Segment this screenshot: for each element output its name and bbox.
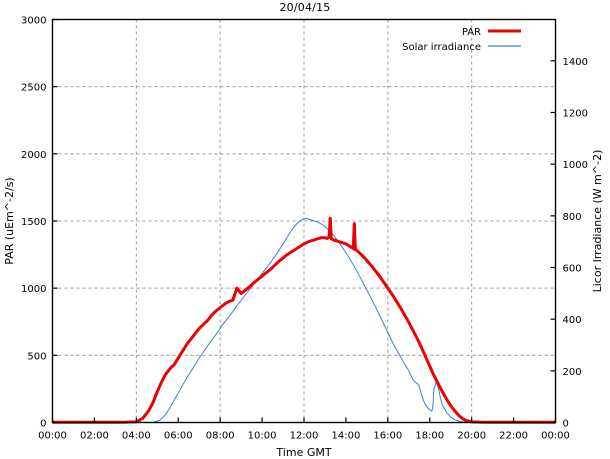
ytick-label-left: 500	[27, 351, 46, 362]
chart-title: 20/04/15	[279, 1, 331, 14]
xtick-label: 18:00	[415, 431, 444, 442]
xtick-label: 12:00	[290, 431, 319, 442]
series-group	[52, 216, 556, 424]
ytick-label-right: 400	[563, 315, 582, 326]
xtick-label: 08:00	[206, 431, 235, 442]
tick-marks	[51, 18, 557, 424]
xtick-label: 06:00	[164, 431, 193, 442]
ytick-label-left: 1500	[21, 217, 46, 228]
xtick-label: 22:00	[499, 431, 528, 442]
xtick-label: 16:00	[373, 431, 402, 442]
ytick-label-right: 1400	[563, 57, 588, 68]
xtick-label: 10:00	[248, 431, 277, 442]
y-axis-title-left: PAR (uEm^-2/s)	[3, 177, 16, 264]
axis-titles: Time GMT PAR (uEm^-2/s) Licor Irradiance (…	[3, 150, 604, 459]
x-axis-title: Time GMT	[275, 446, 331, 459]
ytick-label-right: 600	[563, 264, 582, 275]
ytick-label-right: 0	[563, 419, 569, 430]
ytick-label-left: 2000	[21, 150, 46, 161]
y-axis-title-right: Licor Irradiance (W m^-2)	[591, 150, 604, 293]
tick-labels: 00:00 02:00 04:00 06:00 08:00 10:00 12:00 14:00…	[21, 16, 588, 442]
xtick-label: 20:00	[457, 431, 486, 442]
series-line-par	[52, 216, 556, 424]
xtick-label: 00:00	[541, 431, 570, 442]
xtick-label: 02:00	[80, 431, 109, 442]
xtick-label: 00:00	[38, 431, 67, 442]
ytick-label-left: 1000	[21, 284, 46, 295]
ytick-label-left: 0	[40, 419, 46, 430]
gridlines	[52, 19, 556, 423]
ytick-label-left: 2500	[21, 83, 46, 94]
xtick-label: 04:00	[122, 431, 151, 442]
xtick-label: 14:00	[332, 431, 361, 442]
ytick-label-right: 1200	[563, 109, 588, 120]
ytick-label-left: 3000	[21, 16, 46, 27]
ytick-label-right: 1000	[563, 160, 588, 171]
legend-label-solar-irradiance: Solar irradiance	[402, 42, 481, 53]
ytick-label-right: 200	[563, 367, 582, 378]
legend: PAR Solar irradiance	[402, 27, 521, 53]
legend-label-par: PAR	[462, 27, 481, 38]
ytick-label-right: 800	[563, 212, 582, 223]
